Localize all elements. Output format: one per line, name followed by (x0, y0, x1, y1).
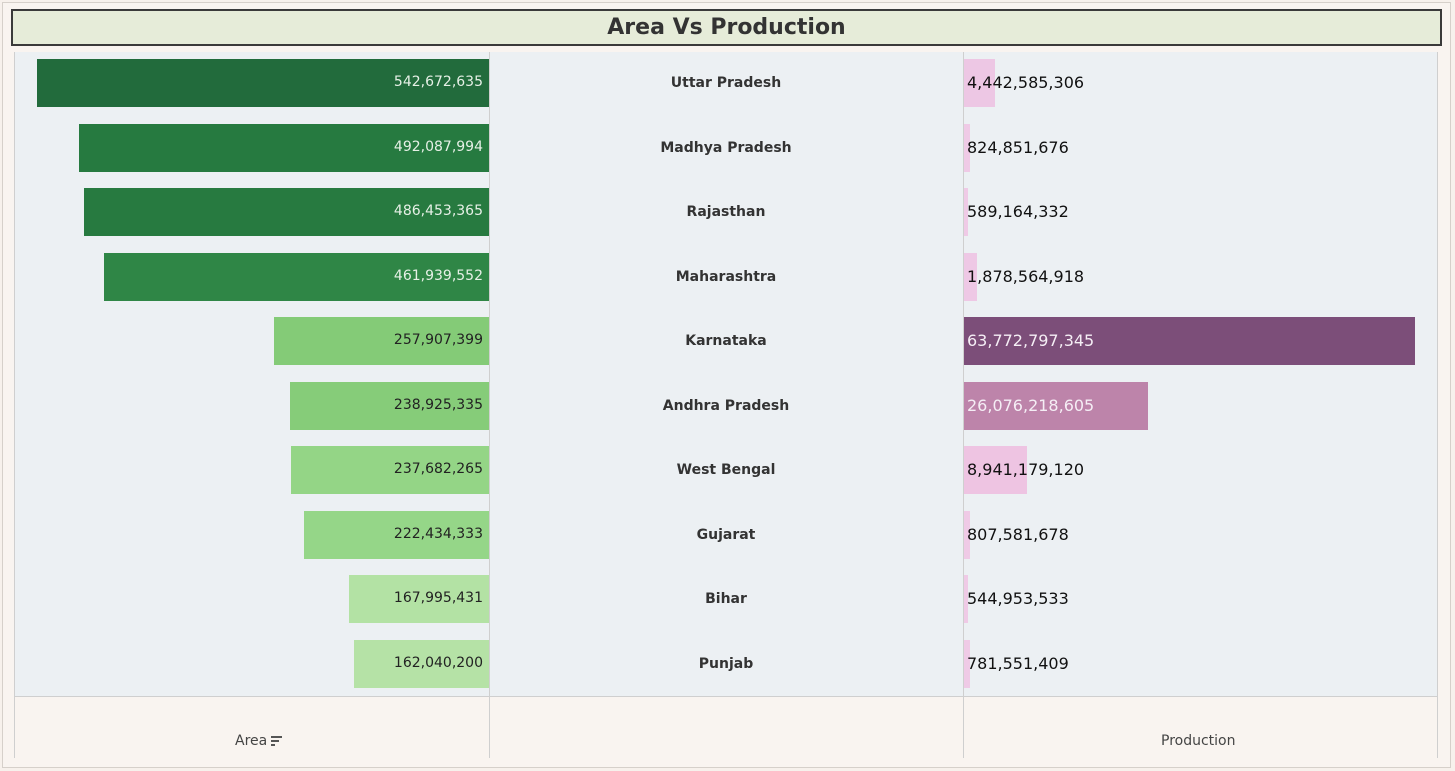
area-value-label: 162,040,200 (393, 654, 483, 671)
production-bar[interactable] (964, 510, 970, 559)
state-label: Maharashtra (675, 268, 777, 285)
area-bar[interactable] (79, 123, 489, 172)
chart-title-box: Area Vs Production (11, 9, 1442, 46)
production-value-label: 807,581,678 (967, 524, 1069, 544)
area-axis-title[interactable]: Area (235, 733, 283, 749)
sort-descending-icon[interactable] (271, 736, 283, 746)
production-bar[interactable] (964, 188, 969, 237)
production-bar[interactable] (964, 59, 996, 107)
state-label: Gujarat (696, 526, 756, 543)
area-bar[interactable] (354, 639, 489, 688)
area-value-label: 237,682,265 (393, 461, 483, 478)
area-bar[interactable] (83, 188, 489, 237)
state-label: West Bengal (676, 462, 776, 479)
production-bar[interactable] (964, 575, 968, 624)
state-label: Madhya Pradesh (660, 139, 792, 156)
state-label: Andhra Pradesh (662, 397, 790, 414)
production-axis-title: Production (1161, 733, 1235, 749)
pane-divider-right (963, 52, 964, 758)
production-value-label: 544,953,533 (967, 589, 1069, 609)
state-label: Uttar Pradesh (670, 75, 782, 91)
state-label: Bihar (705, 591, 747, 608)
area-axis-label: Area (235, 733, 268, 749)
area-bar[interactable] (291, 446, 489, 495)
area-value-label: 542,672,635 (393, 74, 483, 90)
area-bar[interactable] (104, 252, 489, 301)
area-bar[interactable] (349, 575, 489, 624)
production-value-label: 824,851,676 (967, 137, 1069, 157)
production-value-label: 63,772,797,345 (967, 331, 1095, 351)
area-bar[interactable] (303, 510, 489, 559)
production-bar[interactable] (964, 639, 970, 688)
production-bar[interactable] (964, 252, 978, 301)
production-value-label: 781,551,409 (967, 653, 1069, 673)
production-bar[interactable] (964, 446, 1028, 495)
production-value-label: 1,878,564,918 (967, 266, 1085, 286)
chart-title: Area Vs Production (607, 15, 846, 40)
production-value-label: 589,164,332 (967, 202, 1069, 222)
production-value-label: 4,442,585,306 (967, 73, 1085, 92)
production-axis-label: Production (1161, 733, 1236, 749)
pane-divider-left (489, 52, 490, 758)
production-value-label: 8,941,179,120 (967, 460, 1085, 480)
area-value-label: 257,907,399 (393, 332, 483, 349)
production-value-label: 26,076,218,605 (967, 395, 1095, 415)
area-value-label: 492,087,994 (393, 138, 483, 155)
area-value-label: 238,925,335 (393, 396, 483, 413)
area-value-label: 167,995,431 (393, 590, 483, 607)
area-bar[interactable] (37, 59, 489, 107)
state-label: Karnataka (685, 333, 767, 350)
state-label: Punjab (698, 655, 754, 672)
axis-footer (14, 697, 1438, 758)
production-bar[interactable] (964, 123, 970, 172)
production-bar[interactable] (964, 381, 1149, 430)
area-bar[interactable] (289, 381, 489, 430)
area-value-label: 461,939,552 (393, 267, 483, 284)
state-label: Rajasthan (686, 204, 766, 221)
area-value-label: 222,434,333 (393, 525, 483, 542)
area-value-label: 486,453,365 (393, 203, 483, 220)
production-bar[interactable] (964, 317, 1415, 366)
area-bar[interactable] (274, 317, 489, 366)
